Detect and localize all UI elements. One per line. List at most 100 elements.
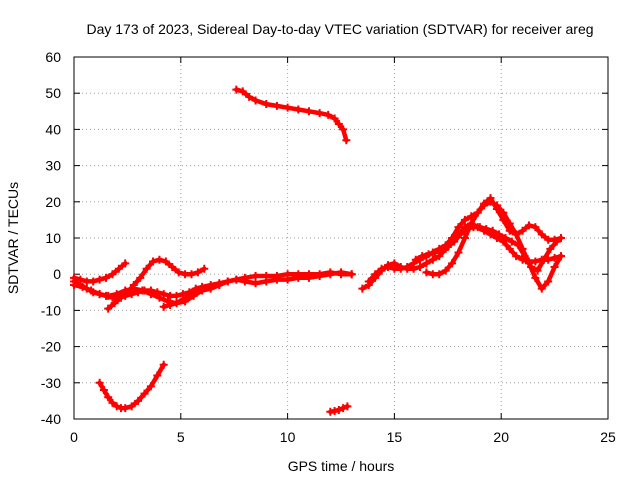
series-arc-8 bbox=[422, 194, 566, 279]
y-tick-label: 30 bbox=[45, 158, 61, 174]
data-point bbox=[537, 230, 546, 239]
data-point bbox=[251, 272, 260, 281]
data-point bbox=[337, 270, 345, 279]
x-tick-label: 25 bbox=[600, 429, 616, 445]
data-point bbox=[232, 85, 241, 94]
data-point bbox=[428, 255, 437, 264]
data-point bbox=[339, 125, 348, 134]
data-point bbox=[140, 389, 149, 398]
series-line bbox=[161, 270, 354, 310]
data-point bbox=[475, 223, 484, 232]
data-point bbox=[134, 396, 143, 405]
data-point bbox=[127, 402, 136, 411]
data-point bbox=[76, 275, 85, 284]
data-point bbox=[330, 114, 339, 123]
data-point bbox=[283, 103, 292, 112]
data-point bbox=[539, 255, 548, 264]
data-point bbox=[501, 234, 510, 242]
data-point bbox=[520, 252, 529, 261]
data-point bbox=[104, 393, 113, 402]
data-point bbox=[505, 226, 514, 235]
data-point bbox=[200, 264, 209, 273]
data-point bbox=[342, 136, 351, 145]
y-tick-label: 20 bbox=[45, 194, 61, 210]
data-point bbox=[424, 250, 433, 259]
data-point bbox=[507, 237, 516, 246]
data-point bbox=[324, 110, 333, 119]
data-point bbox=[383, 262, 392, 271]
data-point bbox=[435, 270, 444, 279]
data-point bbox=[272, 101, 281, 110]
data-point bbox=[121, 259, 130, 268]
y-tick-label: -40 bbox=[41, 411, 61, 427]
data-point bbox=[537, 284, 546, 293]
data-point bbox=[110, 299, 119, 308]
data-point bbox=[527, 262, 536, 271]
x-tick-label: 20 bbox=[493, 429, 509, 445]
x-tick-label: 15 bbox=[387, 429, 403, 445]
data-point bbox=[215, 281, 224, 290]
data-point bbox=[178, 295, 187, 304]
data-point bbox=[223, 277, 232, 286]
data-point bbox=[512, 230, 521, 239]
y-tick-label: 40 bbox=[45, 121, 61, 137]
x-tick-label: 10 bbox=[280, 429, 296, 445]
data-point bbox=[206, 284, 215, 293]
series-arc-9 bbox=[411, 223, 561, 275]
data-point bbox=[193, 268, 202, 277]
x-axis-label: GPS time / hours bbox=[288, 458, 395, 474]
data-point bbox=[334, 119, 343, 128]
data-point bbox=[159, 360, 168, 369]
data-point bbox=[330, 407, 339, 416]
y-tick-label: -30 bbox=[41, 375, 61, 391]
data-point bbox=[95, 275, 104, 284]
data-point bbox=[315, 270, 324, 279]
data-point bbox=[339, 404, 348, 413]
data-point bbox=[168, 262, 177, 271]
data-point bbox=[544, 277, 553, 286]
series-arc-low-right bbox=[326, 402, 352, 416]
data-point bbox=[512, 252, 521, 261]
data-point bbox=[495, 230, 504, 239]
series-arc-2 bbox=[70, 259, 130, 286]
data-point bbox=[172, 291, 181, 300]
data-point bbox=[262, 100, 271, 109]
series-arc-3 bbox=[104, 255, 209, 313]
x-tick-label: 0 bbox=[70, 429, 78, 445]
data-point bbox=[531, 223, 540, 232]
y-axis-label: SDTVAR / TECUs bbox=[5, 182, 21, 294]
data-point bbox=[272, 272, 281, 281]
data-point bbox=[283, 270, 292, 279]
data-point bbox=[304, 107, 313, 116]
data-point bbox=[121, 286, 130, 295]
data-point bbox=[95, 378, 104, 387]
data-point bbox=[550, 253, 559, 262]
y-tick-label: 0 bbox=[53, 266, 61, 282]
data-point bbox=[531, 273, 540, 282]
series-arc-6 bbox=[358, 219, 566, 293]
data-point bbox=[251, 96, 260, 105]
data-point bbox=[112, 402, 121, 411]
data-point bbox=[499, 215, 508, 224]
data-point bbox=[403, 262, 412, 271]
data-point bbox=[463, 224, 472, 233]
data-point bbox=[104, 304, 113, 313]
plot-data bbox=[70, 85, 566, 416]
series-line bbox=[366, 199, 564, 291]
data-point bbox=[294, 105, 303, 114]
data-point bbox=[460, 215, 469, 224]
y-tick-label: -10 bbox=[41, 302, 61, 318]
data-point bbox=[416, 262, 425, 271]
data-point bbox=[448, 259, 457, 268]
data-point bbox=[251, 279, 260, 288]
data-point bbox=[482, 224, 491, 233]
data-point bbox=[430, 248, 439, 257]
data-point bbox=[121, 404, 130, 413]
data-point bbox=[70, 273, 78, 282]
data-point bbox=[533, 266, 542, 275]
data-point bbox=[492, 205, 501, 214]
data-point bbox=[454, 248, 463, 257]
data-point bbox=[262, 272, 271, 281]
data-point bbox=[488, 226, 497, 235]
